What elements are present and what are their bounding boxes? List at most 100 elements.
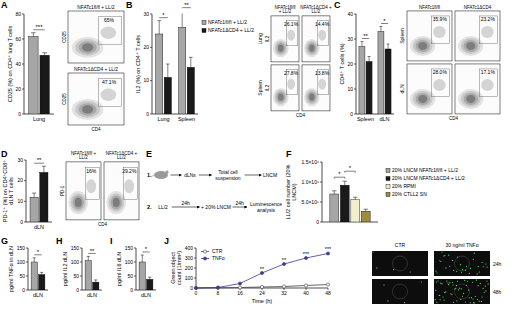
- y-axis: [152, 14, 153, 114]
- bar: [359, 47, 365, 115]
- panel-letter: J: [164, 236, 169, 246]
- cell-dot: [457, 256, 458, 257]
- cell-dot: [461, 272, 462, 273]
- cell-dot: [454, 288, 455, 289]
- x-axis-label: Time (h): [252, 298, 272, 304]
- error-bar: [148, 277, 151, 279]
- error-bar: [379, 27, 382, 32]
- cell-dot: [383, 284, 384, 285]
- cell-dot: [456, 285, 457, 286]
- y-tick-label: 30: [143, 11, 149, 17]
- cell-dot: [393, 269, 394, 270]
- error-bar: [157, 21, 161, 34]
- background: [0, 0, 520, 309]
- error-bar: [40, 272, 43, 274]
- error-cap: [42, 52, 47, 53]
- gate-percent: 65%: [104, 17, 115, 23]
- panel-letter: B: [126, 0, 133, 10]
- point: [194, 286, 197, 289]
- density: [73, 196, 84, 210]
- cell-dot: [372, 251, 373, 252]
- cell-dot: [437, 280, 438, 281]
- density: [413, 91, 433, 107]
- flow-plot: [455, 64, 500, 114]
- cell-dot: [450, 293, 451, 294]
- y-axis-label: pg/ml TNFα in dLN: [8, 246, 14, 292]
- text-line: LL/2: [79, 155, 88, 160]
- text-line: LNCM): [291, 183, 297, 201]
- y-tick: [26, 248, 28, 249]
- y-axis: [136, 248, 137, 290]
- bar: [40, 172, 48, 222]
- y-tick-label: 10: [17, 198, 23, 204]
- step-number: 2.: [147, 204, 152, 210]
- gate-percent: 47.1%: [102, 79, 117, 85]
- cell-dot: [440, 299, 441, 300]
- cell-dot: [470, 302, 471, 303]
- error-stem: [182, 14, 183, 28]
- error-stem: [334, 191, 335, 194]
- density: [278, 44, 284, 51]
- cell-dot: [463, 293, 464, 294]
- error-cap: [364, 209, 368, 210]
- flow-y-label: IL2: [265, 35, 270, 42]
- cell-dot: [483, 288, 484, 289]
- density: [75, 101, 100, 118]
- y-tick: [22, 14, 24, 15]
- cell-dot: [436, 272, 437, 273]
- cell-dot: [487, 266, 488, 267]
- density: [307, 43, 316, 54]
- y-tick: [194, 278, 196, 279]
- x-tick-label: Spleen: [178, 116, 195, 122]
- bar: [30, 197, 38, 222]
- density: [276, 43, 285, 54]
- cell-dot: [458, 289, 459, 290]
- y-tick: [320, 182, 322, 183]
- bar-chart: 010203040CD4⁺ T cells (%)SpleendLN***: [339, 11, 395, 122]
- cell-dot: [453, 302, 454, 303]
- y-tick: [24, 201, 26, 202]
- scratch-area: [455, 256, 470, 271]
- bar: [139, 262, 145, 290]
- y-tick: [320, 222, 322, 223]
- density: [79, 41, 97, 53]
- plot-marks: [31, 258, 45, 290]
- mouse-icon: [154, 171, 168, 179]
- image-row-label: 24h: [493, 261, 502, 267]
- density: [113, 198, 120, 207]
- y-tick: [24, 160, 26, 161]
- cell-dot: [477, 299, 478, 300]
- plot-marks: [330, 181, 370, 222]
- legend-marker: [203, 250, 206, 253]
- bar-chart: 050100150pg/ml IL6 dLNdLN*: [116, 245, 156, 298]
- y-tick-label: 1.5×10⁶: [302, 159, 320, 165]
- x-tick-label: Spleen: [357, 116, 374, 122]
- density: [309, 44, 315, 51]
- legend-label: 20% LNCM NFATc1ΔCD4 + LL/2: [392, 175, 465, 181]
- cell-dot: [435, 270, 436, 271]
- error-stem: [34, 258, 35, 262]
- cell-dot: [445, 267, 446, 268]
- plot-marks: [139, 255, 153, 290]
- panel-letter: G: [1, 236, 8, 246]
- flow-y-label: PD-1: [60, 185, 65, 196]
- significance: **: [184, 2, 189, 8]
- density: [464, 93, 478, 105]
- error-stem: [34, 193, 35, 197]
- node-label: dLNs: [184, 172, 196, 178]
- node-label: Luminescenceanalysis: [250, 201, 282, 213]
- cell-dot: [473, 298, 474, 299]
- flow-plot: [455, 11, 500, 61]
- text-line: dLNs: [184, 172, 196, 178]
- density: [309, 93, 315, 100]
- y-tick: [80, 262, 82, 263]
- flow-plot: [271, 65, 299, 111]
- cell-dot: [440, 283, 441, 284]
- flow-y-label: IL2: [265, 84, 270, 91]
- significance: *: [338, 171, 341, 177]
- significance: *: [162, 12, 165, 18]
- diagram: 1.dLNsTotal cellsuspensionLNCM2.LL/224h+…: [147, 169, 282, 213]
- y-tick-label: 0: [76, 287, 79, 293]
- y-tick-label: 60: [15, 36, 21, 42]
- y-tick: [354, 39, 356, 40]
